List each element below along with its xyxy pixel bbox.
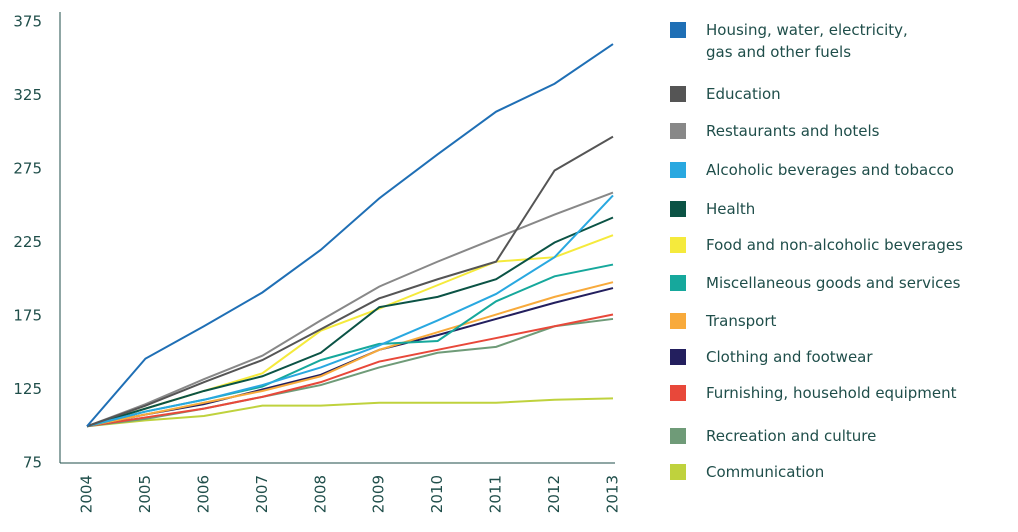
legend-swatch	[670, 86, 686, 102]
line-series	[86, 194, 614, 428]
x-tick-label: 2005	[136, 475, 154, 513]
x-tick-label: 2008	[311, 475, 329, 513]
line-series	[86, 216, 614, 428]
legend-label: Food and non-alcoholic beverages	[706, 236, 963, 254]
legend-label: Health	[706, 200, 755, 218]
legend-swatch	[670, 349, 686, 365]
legend-swatch	[670, 275, 686, 291]
legend-label: Clothing and footwear	[706, 348, 873, 366]
x-tick-label: 2004	[78, 475, 96, 513]
legend-label: Education	[706, 85, 781, 103]
legend-label: Transport	[705, 312, 777, 330]
legend-swatch	[670, 22, 686, 38]
legend-swatch	[670, 162, 686, 178]
legend-label: Recreation and culture	[706, 427, 876, 445]
x-tick-label: 2006	[194, 475, 212, 513]
legend-label: Housing, water, electricity, gas and othe…	[706, 21, 908, 61]
line-series	[86, 191, 614, 428]
y-tick-label: 275	[13, 160, 42, 178]
legend-label: Alcoholic beverages and tobacco	[706, 161, 954, 179]
x-tick-label: 2007	[253, 475, 271, 513]
y-tick-label: 175	[13, 307, 42, 325]
legend-swatch	[670, 385, 686, 401]
legend-swatch	[670, 428, 686, 444]
y-tick-label: 125	[13, 380, 42, 398]
line-series	[86, 43, 614, 427]
x-tick-label: 2009	[370, 475, 388, 513]
line-series	[86, 281, 614, 428]
line-series	[86, 313, 614, 428]
legend-label: Restaurants and hotels	[706, 122, 880, 140]
legend-swatch	[670, 313, 686, 329]
x-tick-label: 2013	[604, 475, 622, 513]
x-tick-label: 2010	[428, 475, 446, 513]
legend-swatch	[670, 464, 686, 480]
y-tick-label: 75	[23, 454, 42, 472]
line-series	[86, 135, 614, 428]
legend-swatch	[670, 123, 686, 139]
legend-swatch	[670, 237, 686, 253]
y-tick-label: 375	[13, 13, 42, 31]
legend-label: Communication	[706, 463, 824, 481]
legend-label: Miscellaneous goods and services	[706, 274, 961, 292]
y-tick-label: 225	[13, 233, 42, 251]
y-tick-label: 325	[13, 86, 42, 104]
legend-label: Furnishing, household equipment	[706, 384, 957, 402]
legend-swatch	[670, 201, 686, 217]
x-tick-label: 2012	[545, 475, 563, 513]
x-tick-label: 2011	[487, 475, 505, 513]
line-series	[86, 397, 614, 428]
